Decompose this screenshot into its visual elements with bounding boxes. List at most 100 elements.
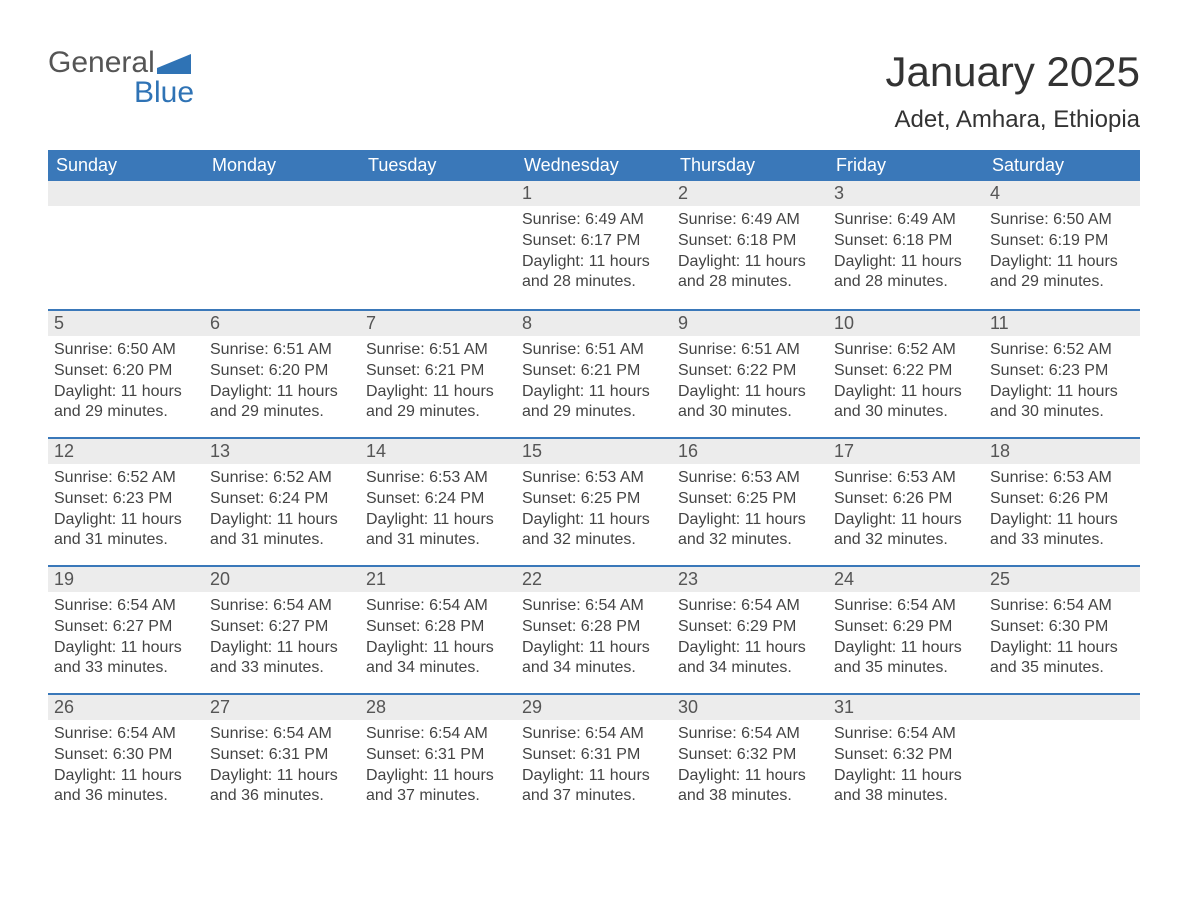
- day-cell: 6Sunrise: 6:51 AMSunset: 6:20 PMDaylight…: [204, 311, 360, 437]
- day-body: Sunrise: 6:51 AMSunset: 6:22 PMDaylight:…: [672, 336, 828, 435]
- sunset-line: Sunset: 6:26 PM: [834, 489, 978, 510]
- daylight-line: Daylight: 11 hours and 30 minutes.: [834, 382, 978, 424]
- sunrise-line: Sunrise: 6:54 AM: [210, 596, 354, 617]
- day-cell: 29Sunrise: 6:54 AMSunset: 6:31 PMDayligh…: [516, 695, 672, 821]
- sunrise-line: Sunrise: 6:51 AM: [522, 340, 666, 361]
- day-number: 27: [204, 695, 360, 720]
- day-cell: .: [984, 695, 1140, 821]
- sunrise-line: Sunrise: 6:51 AM: [678, 340, 822, 361]
- week-row: ...1Sunrise: 6:49 AMSunset: 6:17 PMDayli…: [48, 181, 1140, 309]
- day-number: 15: [516, 439, 672, 464]
- day-number: 28: [360, 695, 516, 720]
- sunrise-line: Sunrise: 6:53 AM: [366, 468, 510, 489]
- day-cell: 10Sunrise: 6:52 AMSunset: 6:22 PMDayligh…: [828, 311, 984, 437]
- daylight-line: Daylight: 11 hours and 29 minutes.: [990, 252, 1134, 294]
- sunrise-line: Sunrise: 6:52 AM: [54, 468, 198, 489]
- day-number: 10: [828, 311, 984, 336]
- sunset-line: Sunset: 6:22 PM: [834, 361, 978, 382]
- sunrise-line: Sunrise: 6:49 AM: [678, 210, 822, 231]
- week-row: 26Sunrise: 6:54 AMSunset: 6:30 PMDayligh…: [48, 693, 1140, 821]
- day-cell: 26Sunrise: 6:54 AMSunset: 6:30 PMDayligh…: [48, 695, 204, 821]
- day-cell: .: [360, 181, 516, 309]
- day-number: 16: [672, 439, 828, 464]
- day-body: Sunrise: 6:54 AMSunset: 6:31 PMDaylight:…: [516, 720, 672, 819]
- daylight-line: Daylight: 11 hours and 34 minutes.: [366, 638, 510, 680]
- sunrise-line: Sunrise: 6:54 AM: [834, 724, 978, 745]
- day-cell: 14Sunrise: 6:53 AMSunset: 6:24 PMDayligh…: [360, 439, 516, 565]
- day-number: 7: [360, 311, 516, 336]
- day-body: Sunrise: 6:54 AMSunset: 6:29 PMDaylight:…: [828, 592, 984, 691]
- week-row: 19Sunrise: 6:54 AMSunset: 6:27 PMDayligh…: [48, 565, 1140, 693]
- sunrise-line: Sunrise: 6:54 AM: [678, 724, 822, 745]
- sunrise-line: Sunrise: 6:52 AM: [210, 468, 354, 489]
- day-number: 5: [48, 311, 204, 336]
- sunset-line: Sunset: 6:20 PM: [54, 361, 198, 382]
- day-cell: 31Sunrise: 6:54 AMSunset: 6:32 PMDayligh…: [828, 695, 984, 821]
- day-cell: 17Sunrise: 6:53 AMSunset: 6:26 PMDayligh…: [828, 439, 984, 565]
- day-body: Sunrise: 6:54 AMSunset: 6:29 PMDaylight:…: [672, 592, 828, 691]
- daylight-line: Daylight: 11 hours and 37 minutes.: [366, 766, 510, 808]
- day-body: Sunrise: 6:54 AMSunset: 6:32 PMDaylight:…: [672, 720, 828, 819]
- day-cell: 19Sunrise: 6:54 AMSunset: 6:27 PMDayligh…: [48, 567, 204, 693]
- day-body: Sunrise: 6:54 AMSunset: 6:28 PMDaylight:…: [360, 592, 516, 691]
- day-cell: 11Sunrise: 6:52 AMSunset: 6:23 PMDayligh…: [984, 311, 1140, 437]
- day-header: Thursday: [672, 150, 828, 181]
- day-number: 12: [48, 439, 204, 464]
- day-number: .: [48, 181, 204, 206]
- day-number: 23: [672, 567, 828, 592]
- daylight-line: Daylight: 11 hours and 30 minutes.: [678, 382, 822, 424]
- daylight-line: Daylight: 11 hours and 33 minutes.: [54, 638, 198, 680]
- sunset-line: Sunset: 6:18 PM: [834, 231, 978, 252]
- day-number: 14: [360, 439, 516, 464]
- sunset-line: Sunset: 6:30 PM: [54, 745, 198, 766]
- day-number: 1: [516, 181, 672, 206]
- logo-word1: General: [48, 48, 155, 78]
- logo-top: General: [48, 48, 194, 78]
- sunset-line: Sunset: 6:24 PM: [210, 489, 354, 510]
- day-cell: 28Sunrise: 6:54 AMSunset: 6:31 PMDayligh…: [360, 695, 516, 821]
- day-header: Monday: [204, 150, 360, 181]
- daylight-line: Daylight: 11 hours and 31 minutes.: [210, 510, 354, 552]
- logo-flag-icon: [157, 54, 191, 74]
- day-cell: 16Sunrise: 6:53 AMSunset: 6:25 PMDayligh…: [672, 439, 828, 565]
- day-number: 13: [204, 439, 360, 464]
- sunrise-line: Sunrise: 6:54 AM: [54, 596, 198, 617]
- day-body: Sunrise: 6:54 AMSunset: 6:30 PMDaylight:…: [48, 720, 204, 819]
- day-body: [984, 720, 1140, 736]
- daylight-line: Daylight: 11 hours and 38 minutes.: [834, 766, 978, 808]
- day-body: Sunrise: 6:50 AMSunset: 6:19 PMDaylight:…: [984, 206, 1140, 305]
- day-number: 9: [672, 311, 828, 336]
- day-number: 11: [984, 311, 1140, 336]
- day-number: 26: [48, 695, 204, 720]
- sunrise-line: Sunrise: 6:53 AM: [678, 468, 822, 489]
- sunrise-line: Sunrise: 6:53 AM: [990, 468, 1134, 489]
- daylight-line: Daylight: 11 hours and 28 minutes.: [522, 252, 666, 294]
- logo: General Blue: [48, 48, 194, 108]
- day-header: Sunday: [48, 150, 204, 181]
- day-number: 6: [204, 311, 360, 336]
- day-number: 29: [516, 695, 672, 720]
- daylight-line: Daylight: 11 hours and 28 minutes.: [678, 252, 822, 294]
- sunset-line: Sunset: 6:29 PM: [678, 617, 822, 638]
- day-cell: 30Sunrise: 6:54 AMSunset: 6:32 PMDayligh…: [672, 695, 828, 821]
- page-title: January 2025: [885, 48, 1140, 96]
- day-body: [360, 206, 516, 222]
- sunset-line: Sunset: 6:25 PM: [678, 489, 822, 510]
- day-number: 19: [48, 567, 204, 592]
- day-cell: 25Sunrise: 6:54 AMSunset: 6:30 PMDayligh…: [984, 567, 1140, 693]
- daylight-line: Daylight: 11 hours and 36 minutes.: [54, 766, 198, 808]
- sunrise-line: Sunrise: 6:54 AM: [834, 596, 978, 617]
- daylight-line: Daylight: 11 hours and 38 minutes.: [678, 766, 822, 808]
- sunset-line: Sunset: 6:17 PM: [522, 231, 666, 252]
- day-cell: 24Sunrise: 6:54 AMSunset: 6:29 PMDayligh…: [828, 567, 984, 693]
- day-number: .: [360, 181, 516, 206]
- sunset-line: Sunset: 6:31 PM: [210, 745, 354, 766]
- day-cell: 12Sunrise: 6:52 AMSunset: 6:23 PMDayligh…: [48, 439, 204, 565]
- sunrise-line: Sunrise: 6:50 AM: [990, 210, 1134, 231]
- week-row: 5Sunrise: 6:50 AMSunset: 6:20 PMDaylight…: [48, 309, 1140, 437]
- sunset-line: Sunset: 6:24 PM: [366, 489, 510, 510]
- day-body: Sunrise: 6:54 AMSunset: 6:31 PMDaylight:…: [204, 720, 360, 819]
- daylight-line: Daylight: 11 hours and 35 minutes.: [990, 638, 1134, 680]
- day-body: [48, 206, 204, 222]
- daylight-line: Daylight: 11 hours and 29 minutes.: [522, 382, 666, 424]
